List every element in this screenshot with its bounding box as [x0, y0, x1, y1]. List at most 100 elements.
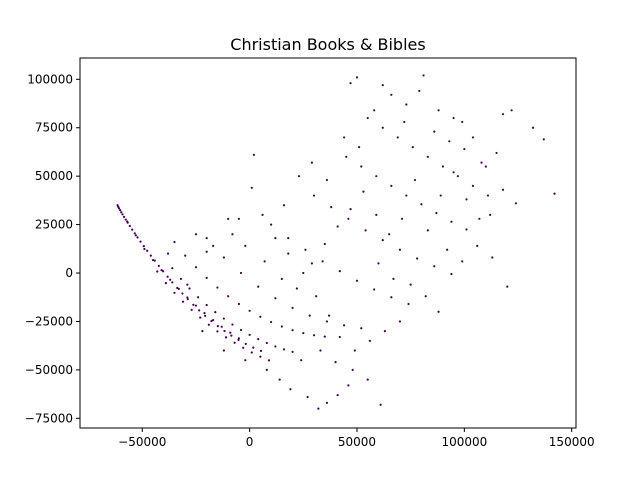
data-point — [416, 257, 419, 260]
data-point — [420, 203, 423, 206]
data-point — [188, 287, 191, 290]
data-point — [480, 161, 483, 164]
data-point — [338, 335, 341, 339]
data-point — [463, 147, 466, 151]
data-point — [117, 207, 121, 210]
data-point — [433, 130, 436, 133]
data-point — [205, 303, 208, 307]
data-point — [287, 237, 290, 240]
data-point — [153, 259, 156, 262]
data-point — [287, 252, 290, 255]
data-point — [220, 325, 223, 328]
data-point — [222, 349, 225, 352]
data-point — [244, 359, 247, 362]
data-point — [325, 178, 329, 182]
data-point — [205, 250, 208, 253]
data-point — [259, 355, 262, 358]
points-layer — [116, 74, 556, 410]
data-point — [360, 165, 363, 168]
data-point — [267, 359, 271, 362]
data-point — [244, 342, 247, 346]
data-point — [375, 213, 378, 217]
data-point — [229, 331, 232, 334]
data-point — [358, 146, 361, 149]
data-point — [205, 276, 208, 279]
data-point — [388, 233, 391, 236]
data-point — [274, 237, 277, 240]
data-point — [435, 211, 438, 215]
data-point — [310, 161, 313, 164]
data-point — [222, 256, 225, 259]
data-point — [450, 272, 453, 276]
data-point — [126, 220, 129, 223]
data-point — [302, 271, 305, 275]
data-point — [257, 285, 260, 288]
y-tick-label: 0 — [65, 266, 73, 280]
data-point — [310, 262, 313, 265]
data-point — [192, 303, 195, 306]
data-point — [362, 190, 365, 193]
data-point — [270, 320, 273, 324]
data-point — [173, 291, 176, 294]
y-tick-label: 50000 — [35, 169, 73, 183]
data-point — [207, 323, 210, 326]
data-point — [227, 217, 230, 220]
data-point — [278, 378, 281, 381]
data-point — [280, 277, 283, 280]
data-point — [156, 270, 159, 273]
data-point — [263, 260, 266, 263]
data-point — [351, 368, 354, 371]
data-point — [398, 248, 402, 251]
data-point — [495, 151, 498, 155]
data-point — [199, 316, 202, 319]
data-point — [343, 136, 346, 139]
data-point — [441, 165, 444, 168]
y-tick-label: −75000 — [25, 411, 73, 425]
data-point — [295, 287, 298, 290]
data-point — [166, 252, 170, 255]
data-point — [210, 319, 213, 323]
data-point — [248, 333, 251, 336]
data-point — [171, 267, 174, 270]
data-point — [355, 279, 359, 282]
x-tick-label: 0 — [246, 435, 254, 449]
data-point — [349, 208, 352, 211]
data-point — [321, 260, 324, 263]
data-point — [400, 217, 404, 220]
data-point — [128, 224, 131, 228]
data-point — [461, 120, 464, 124]
data-point — [308, 314, 311, 317]
data-point — [242, 346, 245, 349]
data-point — [330, 206, 333, 209]
data-point — [131, 228, 134, 231]
data-point — [252, 346, 255, 349]
data-point — [390, 296, 393, 299]
data-point — [405, 194, 408, 197]
x-axis: −50000 0 50000 100000 150000 — [118, 428, 595, 449]
data-point — [233, 341, 236, 344]
data-point — [227, 295, 230, 298]
data-point — [439, 194, 442, 197]
data-point — [366, 116, 369, 120]
data-point — [282, 204, 286, 207]
data-point — [418, 89, 421, 93]
data-point — [553, 192, 556, 195]
data-point — [250, 351, 253, 354]
data-point — [484, 165, 487, 168]
data-point — [319, 349, 322, 352]
data-point — [377, 262, 380, 265]
data-point — [491, 256, 494, 259]
data-point — [355, 76, 359, 79]
data-point — [186, 298, 189, 301]
data-point — [120, 211, 123, 214]
data-point — [216, 330, 219, 333]
data-point — [325, 320, 329, 323]
data-point — [216, 325, 219, 328]
data-point — [291, 306, 294, 309]
data-point — [409, 283, 412, 286]
data-point — [452, 116, 455, 120]
data-point — [390, 184, 393, 187]
data-point — [501, 113, 505, 116]
data-point — [312, 194, 316, 197]
data-point — [261, 213, 264, 217]
